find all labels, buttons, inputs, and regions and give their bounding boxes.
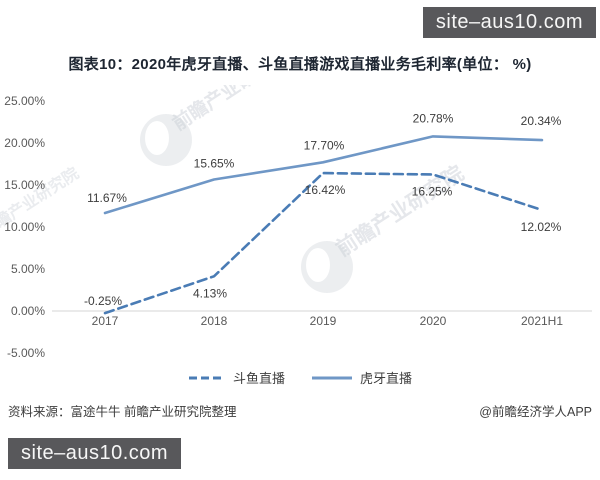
data-point-label: 20.78% bbox=[413, 111, 454, 125]
y-axis-tick-label: 25.00% bbox=[4, 94, 45, 108]
site-badge-top-right: site–aus10.com bbox=[422, 7, 596, 38]
x-axis-tick-label: 2020 bbox=[420, 314, 447, 328]
x-axis-tick-label: 2021H1 bbox=[521, 314, 563, 328]
x-axis-tick-label: 2019 bbox=[310, 314, 337, 328]
y-axis-tick-label: 15.00% bbox=[4, 178, 45, 192]
line-chart-canvas: 前瞻产业研究院前瞻产业研究院前瞻产业研究院25.00%20.00%15.00%1… bbox=[0, 85, 592, 360]
x-axis-tick-label: 2018 bbox=[201, 314, 228, 328]
x-axis-tick-label: 2017 bbox=[92, 314, 119, 328]
douyu-dashed-swatch bbox=[188, 376, 225, 379]
legend-label-douyu: 斗鱼直播 bbox=[232, 371, 285, 386]
watermark-text: 前瞻产业研究院 bbox=[332, 161, 468, 261]
y-axis-tick-label: 10.00% bbox=[4, 220, 45, 234]
y-axis-tick-label: 0.00% bbox=[11, 304, 45, 318]
data-point-label: 16.42% bbox=[305, 183, 346, 197]
data-point-label: 16.25% bbox=[412, 185, 453, 199]
data-point-label: 11.67% bbox=[87, 191, 127, 205]
legend-label-huya: 虎牙直播 bbox=[360, 371, 413, 386]
data-point-label: 4.13% bbox=[193, 286, 227, 300]
y-axis-tick-label: 20.00% bbox=[4, 136, 45, 150]
footer-row: 资料来源：富途牛牛 前瞻产业研究院整理 @前瞻经济学人APP bbox=[8, 401, 592, 420]
legend-item-huya: 虎牙直播 bbox=[311, 368, 412, 387]
data-point-label: 15.65% bbox=[194, 157, 235, 171]
site-badge-bottom-left: site–aus10.com bbox=[8, 438, 182, 469]
series-line-douyu bbox=[103, 171, 544, 315]
qianzhan-logo-watermark bbox=[140, 114, 192, 166]
qianzhan-logo-watermark bbox=[301, 241, 353, 293]
watermark-text: 前瞻产业研究院 bbox=[168, 85, 292, 135]
series-line-huya bbox=[103, 135, 544, 215]
legend-item-douyu: 斗鱼直播 bbox=[188, 368, 285, 387]
source-note: 资料来源：富途牛牛 前瞻产业研究院整理 bbox=[8, 405, 237, 419]
data-point-label: -0.25% bbox=[84, 294, 122, 308]
y-axis-tick-label: 5.00% bbox=[11, 262, 45, 276]
chart-legend: 斗鱼直播 虎牙直播 bbox=[0, 368, 600, 387]
huya-solid-swatch bbox=[312, 376, 352, 379]
data-point-label: 12.02% bbox=[521, 220, 562, 234]
y-axis-tick-label: -5.00% bbox=[7, 346, 45, 360]
credit-note: @前瞻经济学人APP bbox=[479, 405, 592, 419]
data-point-label: 20.34% bbox=[521, 114, 562, 128]
chart-title: 图表10：2020年虎牙直播、斗鱼直播游戏直播业务毛利率(单位： %) bbox=[68, 56, 532, 73]
data-point-label: 17.70% bbox=[304, 138, 345, 152]
